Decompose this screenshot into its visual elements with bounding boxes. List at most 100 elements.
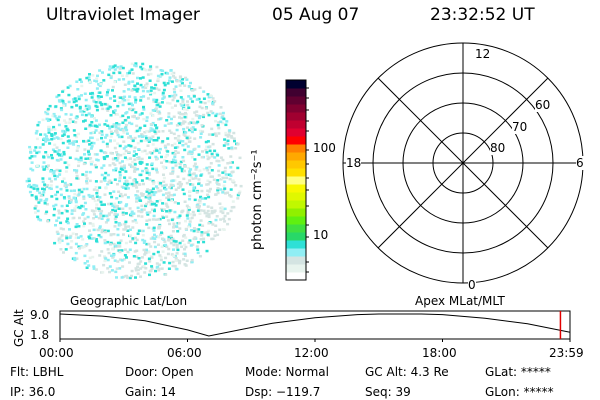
image-pixel [173,159,177,162]
image-pixel [171,166,175,170]
image-pixel [136,265,139,269]
image-pixel [32,187,36,190]
image-pixel [73,97,77,100]
image-pixel [132,255,136,258]
image-pixel [174,85,178,88]
image-pixel [142,208,146,211]
image-pixel [77,193,81,196]
image-pixel [49,180,53,183]
image-pixel [152,252,156,256]
image-pixel [197,97,201,101]
image-pixel [147,140,151,143]
image-pixel [88,125,92,128]
image-pixel [88,229,91,232]
image-pixel [143,131,147,134]
image-pixel [96,74,99,78]
image-pixel [36,215,40,219]
image-pixel [124,187,128,190]
image-pixel [134,101,137,104]
image-pixel [181,112,185,116]
image-pixel [80,188,84,191]
image-pixel [61,134,65,137]
image-pixel [163,144,167,148]
image-pixel [124,225,128,228]
image-pixel [189,121,193,124]
image-pixel [134,269,138,272]
image-pixel [164,146,168,149]
image-pixel [186,225,190,228]
image-pixel [219,178,223,181]
image-pixel [109,139,112,142]
colorbar-segment [286,96,306,105]
image-pixel [79,156,83,159]
image-pixel [133,168,137,171]
image-pixel [147,130,151,133]
image-pixel [214,224,218,227]
image-pixel [170,72,174,75]
image-pixel [112,71,116,75]
image-pixel [93,153,97,156]
image-pixel [28,190,32,194]
image-pixel [197,145,201,148]
image-pixel [123,164,126,167]
image-pixel [59,137,63,141]
image-pixel [214,193,218,196]
image-pixel [41,187,44,191]
image-pixel [153,237,157,240]
image-pixel [117,207,121,210]
image-pixel [37,201,41,204]
image-pixel [28,145,32,149]
image-pixel [135,124,139,128]
image-pixel [77,225,81,228]
image-pixel [202,237,206,241]
image-pixel [121,97,125,101]
image-pixel [120,259,124,262]
image-pixel [94,129,98,132]
image-pixel [134,111,138,114]
image-pixel [113,68,117,71]
image-pixel [205,166,209,170]
image-pixel [160,101,164,104]
image-pixel [152,139,156,142]
image-pixel [189,97,193,100]
image-pixel [208,145,212,148]
image-pixel [162,176,166,180]
image-pixel [119,200,123,204]
image-pixel [168,76,172,79]
image-pixel [158,75,162,78]
image-pixel [122,78,126,81]
image-pixel [151,179,155,183]
image-pixel [197,228,201,231]
image-pixel [84,244,88,248]
image-pixel [67,195,71,198]
image-pixel [91,74,95,77]
image-pixel [113,259,117,262]
image-pixel [174,104,177,107]
colorbar-tick-100: 100 [313,141,336,155]
image-pixel [219,188,223,191]
image-pixel [207,133,211,136]
image-pixel [202,209,206,212]
image-pixel [128,121,131,125]
image-pixel [172,222,176,225]
image-pixel [55,219,59,222]
image-pixel [141,135,144,138]
image-pixel [183,84,187,87]
image-pixel [83,262,87,265]
image-pixel [55,150,59,153]
image-pixel [137,229,141,232]
image-pixel [159,189,163,192]
image-pixel [110,269,114,272]
image-pixel [178,261,181,265]
image-pixel [220,116,224,119]
image-pixel [138,126,142,130]
image-pixel [228,161,232,164]
image-pixel [83,254,87,258]
image-pixel [207,190,211,193]
image-pixel [110,211,113,214]
image-pixel [57,237,61,240]
image-pixel [119,153,123,157]
image-pixel [162,81,166,85]
image-pixel [100,166,104,170]
image-pixel [44,151,48,154]
